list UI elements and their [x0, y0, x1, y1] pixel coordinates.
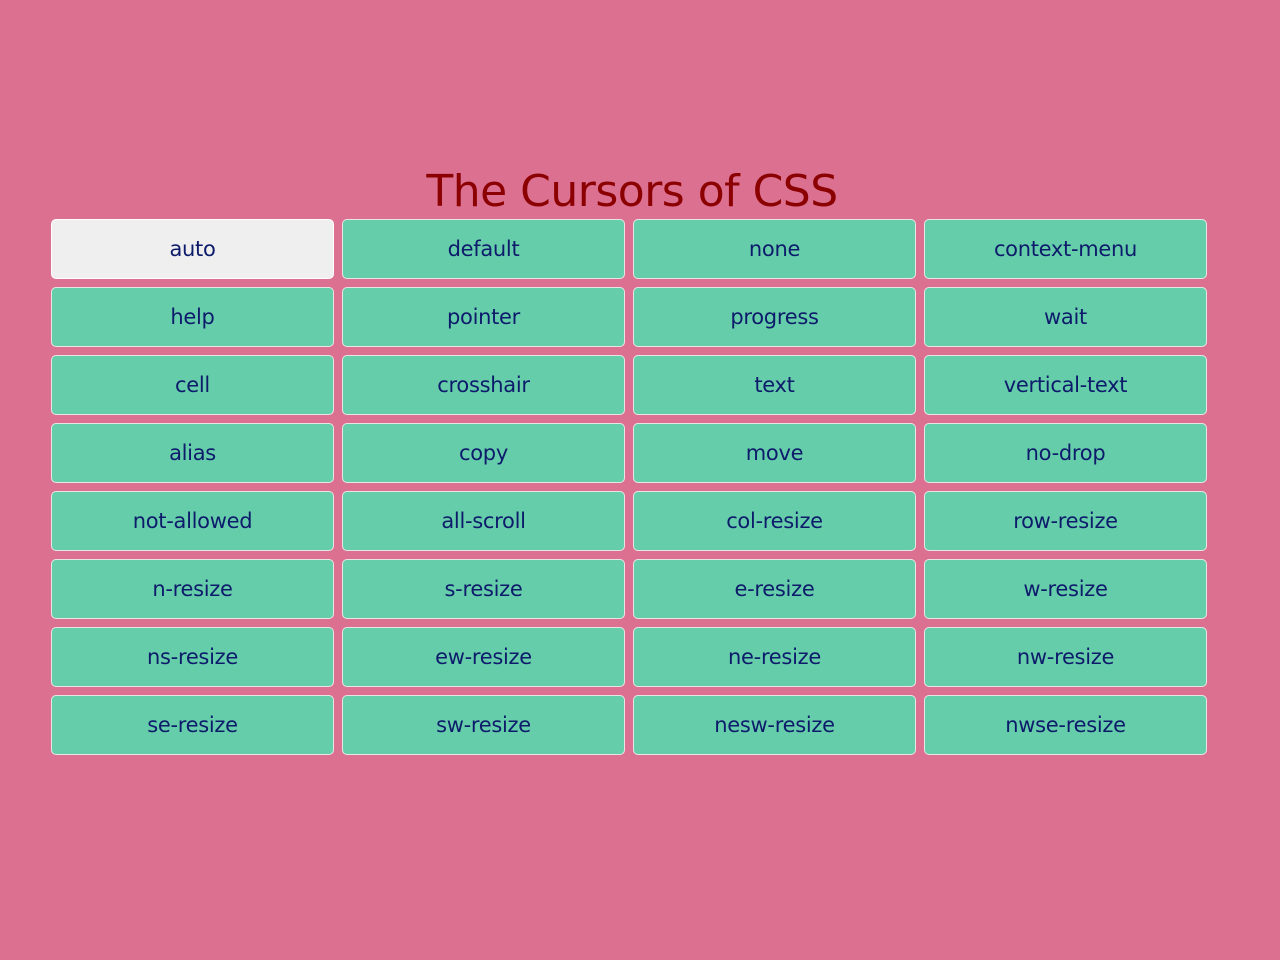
cursor-tile-copy[interactable]: copy: [342, 423, 625, 483]
cursor-tile-col-resize[interactable]: col-resize: [633, 491, 916, 551]
cursor-tile-nesw-resize[interactable]: nesw-resize: [633, 695, 916, 755]
cursor-tile-row-resize[interactable]: row-resize: [924, 491, 1207, 551]
cursor-tile-pointer[interactable]: pointer: [342, 287, 625, 347]
cursor-tile-text[interactable]: text: [633, 355, 916, 415]
cursor-tile-none[interactable]: none: [633, 219, 916, 279]
cursor-tile-not-allowed[interactable]: not-allowed: [51, 491, 334, 551]
cursor-tile-s-resize[interactable]: s-resize: [342, 559, 625, 619]
cursor-tile-crosshair[interactable]: crosshair: [342, 355, 625, 415]
cursor-tile-alias[interactable]: alias: [51, 423, 334, 483]
cursor-tile-e-resize[interactable]: e-resize: [633, 559, 916, 619]
cursor-tile-auto[interactable]: auto: [51, 219, 334, 279]
cursor-tile-move[interactable]: move: [633, 423, 916, 483]
cursor-grid: auto default none context-menu help poin…: [51, 219, 1207, 755]
cursor-tile-cell[interactable]: cell: [51, 355, 334, 415]
cursor-tile-help[interactable]: help: [51, 287, 334, 347]
cursor-tile-nwse-resize[interactable]: nwse-resize: [924, 695, 1207, 755]
cursor-tile-w-resize[interactable]: w-resize: [924, 559, 1207, 619]
cursor-tile-vertical-text[interactable]: vertical-text: [924, 355, 1207, 415]
page-title: The Cursors of CSS: [426, 166, 838, 217]
cursor-tile-context-menu[interactable]: context-menu: [924, 219, 1207, 279]
cursor-tile-ne-resize[interactable]: ne-resize: [633, 627, 916, 687]
cursor-tile-ns-resize[interactable]: ns-resize: [51, 627, 334, 687]
cursor-tile-sw-resize[interactable]: sw-resize: [342, 695, 625, 755]
cursor-tile-all-scroll[interactable]: all-scroll: [342, 491, 625, 551]
cursor-tile-ew-resize[interactable]: ew-resize: [342, 627, 625, 687]
cursor-tile-n-resize[interactable]: n-resize: [51, 559, 334, 619]
cursor-tile-default[interactable]: default: [342, 219, 625, 279]
cursor-tile-se-resize[interactable]: se-resize: [51, 695, 334, 755]
cursor-tile-wait[interactable]: wait: [924, 287, 1207, 347]
cursor-tile-progress[interactable]: progress: [633, 287, 916, 347]
cursor-tile-no-drop[interactable]: no-drop: [924, 423, 1207, 483]
cursor-tile-nw-resize[interactable]: nw-resize: [924, 627, 1207, 687]
